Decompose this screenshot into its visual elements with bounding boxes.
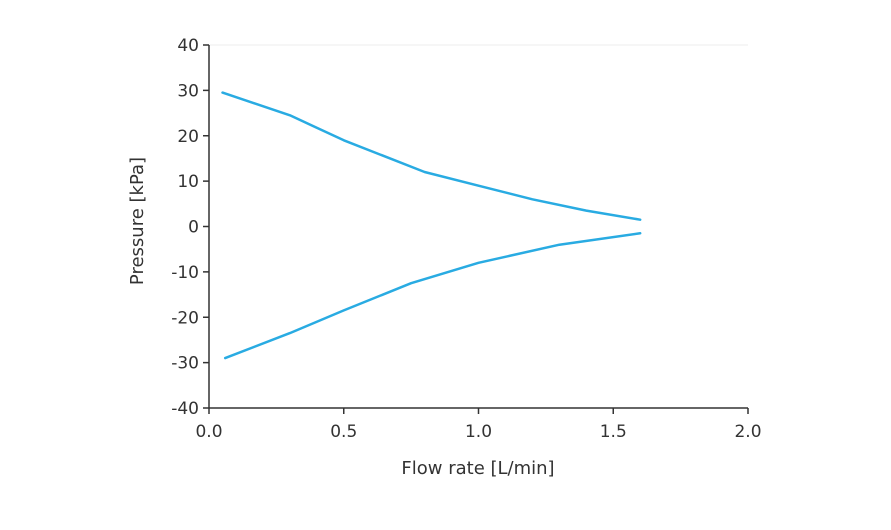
series-line-upper <box>221 91 642 221</box>
y-tick-label: 40 <box>177 36 199 56</box>
y-tick-label: 20 <box>177 127 199 147</box>
x-tick-label: 0.0 <box>195 422 222 442</box>
x-tick-label: 2.0 <box>734 422 761 442</box>
x-axis-title: Flow rate [L/min] <box>401 458 554 479</box>
y-tick-label: 10 <box>177 172 199 192</box>
series-line-lower <box>223 232 642 360</box>
y-tick-label: 0 <box>188 218 199 238</box>
y-tick-label: -20 <box>171 308 199 328</box>
series-layer <box>221 91 642 360</box>
y-tick-label: -30 <box>171 354 199 374</box>
y-tick-label: -10 <box>171 263 199 283</box>
y-tick-label: -40 <box>171 399 199 419</box>
y-axis-title: Pressure [kPa] <box>127 157 148 285</box>
x-tick-label: 1.5 <box>600 422 627 442</box>
x-tick-label: 1.0 <box>465 422 492 442</box>
y-ticks: 40 30 20 10 0 -10 -20 -30 -40 <box>171 36 209 419</box>
x-tick-label: 0.5 <box>330 422 357 442</box>
x-ticks: 0.0 0.5 1.0 1.5 2.0 <box>195 408 762 442</box>
y-tick-label: 30 <box>177 81 199 101</box>
